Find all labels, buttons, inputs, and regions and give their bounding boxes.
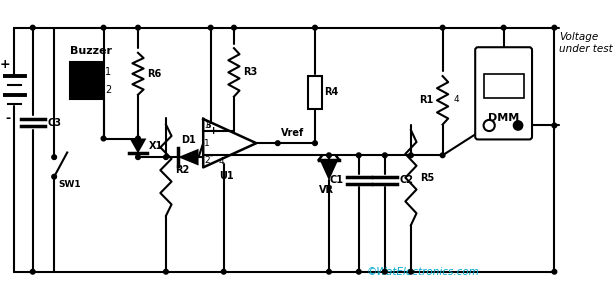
Text: DMM: DMM (488, 113, 519, 123)
Circle shape (101, 136, 106, 141)
Text: under test: under test (559, 45, 613, 54)
Circle shape (484, 120, 495, 131)
Circle shape (408, 153, 413, 158)
Text: R1: R1 (419, 95, 433, 105)
Text: 1: 1 (106, 67, 112, 77)
Circle shape (101, 25, 106, 30)
Polygon shape (178, 149, 198, 166)
Text: 3: 3 (204, 121, 210, 130)
Text: X1: X1 (149, 141, 163, 151)
Text: +: + (0, 58, 10, 71)
Text: C3: C3 (48, 118, 61, 128)
Text: R5: R5 (420, 173, 435, 183)
Text: C1: C1 (330, 175, 344, 185)
Circle shape (231, 25, 236, 30)
Text: R4: R4 (324, 87, 338, 97)
Circle shape (163, 269, 168, 274)
Circle shape (276, 141, 280, 146)
Text: 8: 8 (205, 121, 211, 130)
Text: VR: VR (319, 185, 333, 195)
Text: -: - (209, 150, 214, 160)
Text: R2: R2 (175, 165, 190, 175)
Circle shape (552, 269, 557, 274)
Circle shape (383, 153, 387, 158)
Circle shape (222, 269, 226, 274)
Circle shape (440, 25, 445, 30)
Circle shape (552, 123, 557, 128)
Text: 2: 2 (106, 85, 112, 95)
Circle shape (408, 269, 413, 274)
FancyBboxPatch shape (475, 47, 532, 139)
Circle shape (313, 25, 317, 30)
Circle shape (552, 25, 557, 30)
Circle shape (163, 155, 168, 159)
Text: +: + (209, 126, 218, 136)
Text: Vref: Vref (281, 127, 304, 138)
Text: 4: 4 (219, 157, 225, 166)
Polygon shape (320, 160, 338, 180)
Circle shape (31, 25, 35, 30)
Polygon shape (130, 139, 146, 153)
Circle shape (136, 155, 141, 159)
Text: 4: 4 (454, 95, 459, 104)
Circle shape (313, 141, 317, 146)
Text: D1: D1 (181, 135, 196, 145)
Text: R3: R3 (243, 68, 257, 77)
Bar (484, 74, 524, 97)
Circle shape (327, 269, 332, 274)
Bar (70, 62, 104, 100)
Circle shape (52, 174, 56, 179)
Circle shape (383, 269, 387, 274)
Text: Buzzer: Buzzer (70, 46, 112, 56)
Text: C2: C2 (400, 175, 414, 185)
Text: R6: R6 (147, 69, 161, 79)
Circle shape (52, 155, 56, 159)
Circle shape (208, 25, 213, 30)
Circle shape (501, 25, 506, 30)
Circle shape (357, 269, 361, 274)
Text: ©WatElectronics.com: ©WatElectronics.com (366, 267, 479, 277)
Text: 1: 1 (204, 139, 210, 148)
Text: Voltage: Voltage (559, 32, 598, 42)
Bar (308, 76, 322, 109)
Text: U1: U1 (219, 171, 234, 181)
Circle shape (513, 121, 523, 130)
Circle shape (357, 153, 361, 158)
Circle shape (136, 136, 141, 141)
Text: -: - (6, 111, 10, 125)
Circle shape (327, 153, 332, 158)
Text: 2: 2 (204, 156, 210, 165)
Circle shape (136, 25, 141, 30)
Text: SW1: SW1 (59, 180, 82, 189)
Circle shape (31, 269, 35, 274)
Circle shape (440, 153, 445, 158)
